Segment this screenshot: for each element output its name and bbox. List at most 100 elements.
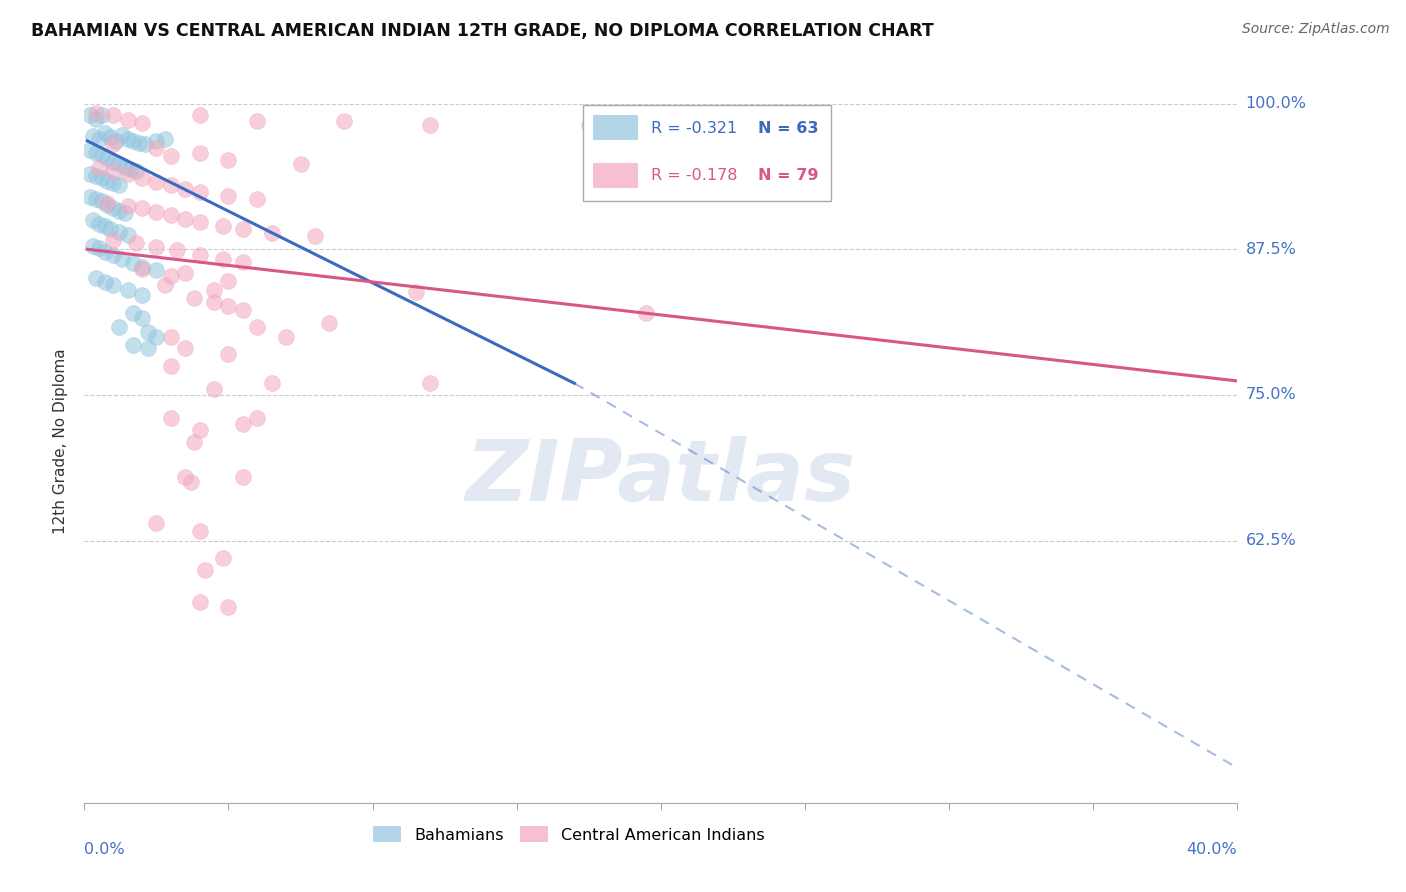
Point — [174, 469, 197, 483]
Point — [103, 248, 124, 262]
Point — [111, 252, 134, 266]
Point — [188, 145, 211, 160]
Point — [419, 118, 441, 132]
Point — [153, 131, 176, 145]
Point — [108, 178, 131, 193]
Point — [90, 108, 112, 122]
Text: 40.0%: 40.0% — [1187, 842, 1237, 856]
Point — [103, 137, 124, 152]
Point — [122, 306, 145, 320]
Point — [145, 134, 167, 148]
Point — [114, 206, 136, 220]
Point — [131, 311, 153, 326]
Point — [145, 329, 167, 343]
Point — [103, 154, 124, 169]
Text: 87.5%: 87.5% — [1246, 242, 1296, 257]
Point — [117, 228, 139, 243]
Point — [145, 240, 167, 254]
Point — [84, 106, 107, 120]
Point — [174, 211, 197, 226]
Point — [636, 306, 658, 320]
Point — [108, 225, 131, 239]
Point — [108, 320, 131, 334]
Point — [90, 194, 112, 209]
Text: 100.0%: 100.0% — [1246, 96, 1306, 112]
Legend: Bahamians, Central American Indians: Bahamians, Central American Indians — [366, 820, 770, 849]
Point — [218, 600, 240, 615]
Point — [103, 164, 124, 178]
Point — [87, 131, 110, 145]
Point — [183, 434, 205, 449]
Point — [174, 182, 197, 196]
Point — [122, 134, 145, 148]
Point — [145, 175, 167, 189]
Point — [117, 131, 139, 145]
Point — [174, 341, 197, 355]
Point — [188, 595, 211, 609]
Point — [96, 173, 118, 187]
Point — [125, 236, 148, 251]
Point — [84, 145, 107, 160]
Point — [202, 294, 225, 309]
Y-axis label: 12th Grade, No Diploma: 12th Grade, No Diploma — [53, 349, 69, 534]
Point — [117, 199, 139, 213]
Point — [160, 149, 183, 163]
Text: BAHAMIAN VS CENTRAL AMERICAN INDIAN 12TH GRADE, NO DIPLOMA CORRELATION CHART: BAHAMIAN VS CENTRAL AMERICAN INDIAN 12TH… — [31, 22, 934, 40]
Point — [211, 551, 233, 566]
Point — [125, 164, 148, 178]
Point — [160, 178, 183, 193]
Point — [232, 469, 254, 483]
Point — [105, 134, 128, 148]
Point — [202, 382, 225, 396]
Point — [160, 329, 183, 343]
Point — [232, 222, 254, 236]
Point — [131, 262, 153, 277]
Point — [145, 141, 167, 155]
Point — [232, 255, 254, 269]
Point — [79, 190, 101, 204]
Point — [103, 108, 124, 122]
Point — [98, 222, 121, 236]
Point — [188, 423, 211, 437]
Point — [90, 148, 112, 162]
Text: 0.0%: 0.0% — [84, 842, 125, 856]
Point — [333, 114, 356, 128]
Point — [160, 411, 183, 425]
Point — [79, 143, 101, 157]
Point — [218, 274, 240, 288]
Point — [131, 287, 153, 301]
Point — [117, 283, 139, 297]
Point — [82, 129, 104, 144]
Point — [166, 244, 188, 258]
Point — [128, 136, 150, 151]
Point — [246, 320, 269, 334]
Point — [93, 275, 115, 289]
Point — [188, 524, 211, 539]
Point — [131, 171, 153, 186]
Point — [84, 192, 107, 206]
Point — [122, 256, 145, 270]
Point — [202, 283, 225, 297]
Point — [96, 198, 118, 212]
Point — [180, 475, 202, 490]
Point — [114, 160, 136, 174]
Point — [82, 239, 104, 253]
Point — [84, 112, 107, 126]
Point — [96, 195, 118, 210]
Point — [405, 285, 427, 300]
Point — [183, 291, 205, 305]
Point — [174, 266, 197, 280]
Point — [145, 516, 167, 530]
Point — [79, 167, 101, 181]
Point — [103, 202, 124, 216]
Point — [136, 341, 159, 355]
Point — [218, 153, 240, 167]
Point — [218, 188, 240, 202]
Text: 62.5%: 62.5% — [1246, 533, 1296, 548]
Point — [90, 171, 112, 186]
Point — [188, 248, 211, 262]
Point — [93, 244, 115, 259]
Point — [117, 112, 139, 127]
Point — [160, 359, 183, 373]
Point — [96, 152, 118, 166]
